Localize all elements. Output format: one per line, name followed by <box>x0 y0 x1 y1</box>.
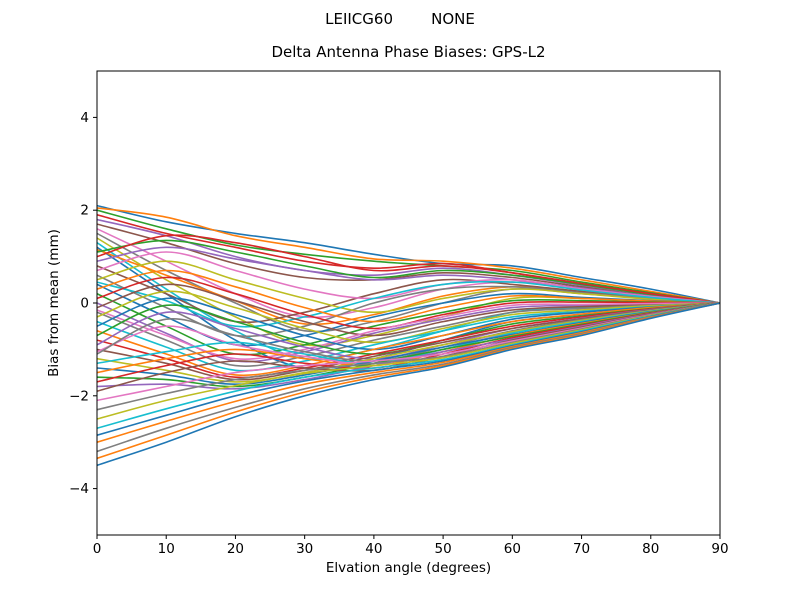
x-tick-label: 0 <box>93 541 102 557</box>
chart-title: Delta Antenna Phase Biases: GPS-L2 <box>271 43 546 61</box>
x-axis-label: Elvation angle (degrees) <box>325 560 492 576</box>
x-tick-label: 10 <box>158 541 175 557</box>
series-line <box>97 204 720 304</box>
series-line <box>97 251 720 304</box>
series-line <box>97 234 720 304</box>
series-line <box>97 302 720 360</box>
series-line <box>97 207 720 304</box>
x-tick-label: 90 <box>711 541 728 557</box>
x-tick-label: 30 <box>296 541 313 557</box>
y-tick-label: −4 <box>69 481 89 497</box>
x-tick-label: 50 <box>435 541 452 557</box>
series-line <box>97 292 720 356</box>
series-line <box>97 302 720 377</box>
series-line <box>97 302 720 379</box>
x-tick-label: 60 <box>504 541 521 557</box>
series-line <box>97 302 720 467</box>
x-tick-label: 80 <box>642 541 659 557</box>
series-line <box>97 297 720 351</box>
x-tick-label: 70 <box>573 541 590 557</box>
y-tick-label: 0 <box>80 296 89 312</box>
series-line <box>97 302 720 367</box>
series-line <box>97 280 720 328</box>
x-tick-label: 40 <box>365 541 382 557</box>
y-tick-label: 2 <box>80 203 89 219</box>
series-line <box>97 239 720 304</box>
series-line <box>97 283 720 337</box>
y-tick-label: −2 <box>69 388 89 404</box>
series-line <box>97 260 720 314</box>
y-axis-label: Bias from mean (mm) <box>46 229 62 377</box>
figure-suptitle: LEIICG60 NONE <box>325 10 475 28</box>
x-tick-label: 20 <box>227 541 244 557</box>
y-tick-label: 4 <box>80 110 89 126</box>
series-line <box>97 269 720 323</box>
